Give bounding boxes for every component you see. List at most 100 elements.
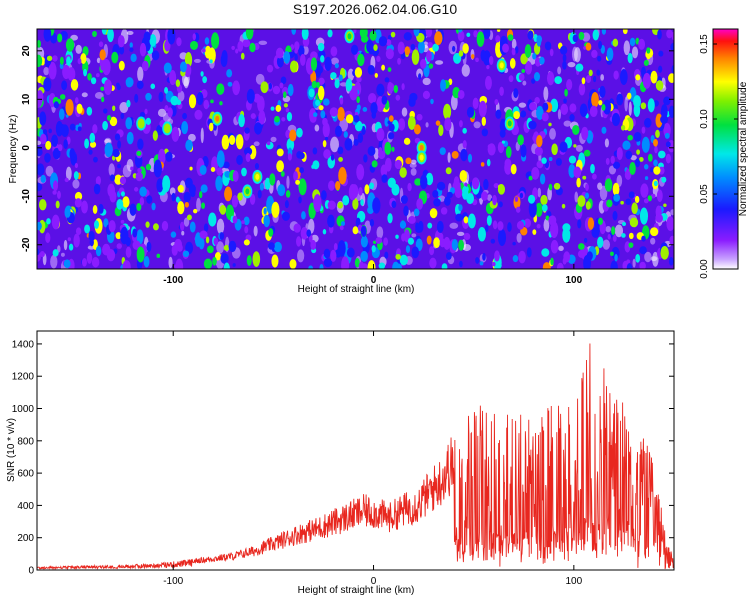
heatmap-cell xyxy=(308,265,314,269)
heatmap-cell xyxy=(125,77,134,88)
heatmap-cell xyxy=(600,45,605,54)
heatmap-cell xyxy=(253,93,261,103)
heatmap-cell xyxy=(317,42,325,52)
heatmap-cell xyxy=(313,194,322,212)
heatmap-cell xyxy=(542,102,549,112)
heatmap-cell xyxy=(43,67,50,76)
heatmap-cell xyxy=(622,222,627,226)
heatmap-cell xyxy=(597,55,602,62)
heatmap-cell xyxy=(408,215,416,224)
heatmap-cell xyxy=(463,232,471,241)
heatmap-cell xyxy=(441,263,448,269)
heatmap-cell xyxy=(556,262,564,269)
heatmap-y-label: Frequency (Hz) xyxy=(8,115,19,184)
heatmap-cell xyxy=(483,178,489,190)
heatmap-cell xyxy=(455,213,463,222)
heatmap-cell xyxy=(55,200,60,209)
heatmap-cell xyxy=(350,44,359,55)
heatmap-cell xyxy=(369,182,375,190)
heatmap-cell xyxy=(394,159,402,170)
heatmap-cell xyxy=(598,217,603,225)
heatmap-cell xyxy=(354,67,363,78)
heatmap-cell xyxy=(323,98,330,106)
heatmap-cell xyxy=(512,255,519,263)
heatmap-cell xyxy=(483,29,491,39)
heatmap-cell xyxy=(129,203,137,216)
heatmap-cell xyxy=(116,84,121,91)
heatmap-cell xyxy=(299,167,304,174)
heatmap-cell xyxy=(663,203,667,208)
heatmap-cell xyxy=(145,163,152,171)
heatmap-cell xyxy=(505,146,512,159)
heatmap-cell xyxy=(388,123,395,132)
heatmap-cell xyxy=(605,157,610,165)
heatmap-cell xyxy=(52,249,59,257)
heatmap-cell xyxy=(409,92,418,102)
heatmap-cell xyxy=(310,51,318,61)
heatmap-cell xyxy=(74,163,79,169)
heatmap-cell xyxy=(219,204,227,215)
heatmap-cell xyxy=(210,99,214,104)
heatmap-cell xyxy=(384,251,389,259)
heatmap-cell xyxy=(322,140,327,148)
heatmap-cell xyxy=(268,228,274,237)
heatmap-cell xyxy=(139,42,147,57)
heatmap-cell xyxy=(626,259,631,264)
heatmap-cell xyxy=(445,167,452,175)
heatmap-cell xyxy=(103,108,108,114)
heatmap-cell xyxy=(91,257,100,268)
heatmap-cell xyxy=(125,117,133,130)
heatmap-cell xyxy=(613,70,619,80)
heatmap-cell xyxy=(529,102,537,111)
heatmap-cell xyxy=(153,159,162,178)
heatmap-cell xyxy=(126,30,134,36)
heatmap-cell xyxy=(317,85,325,101)
heatmap-cell xyxy=(387,177,396,188)
heatmap-cell xyxy=(199,191,203,199)
heatmap-cell xyxy=(458,239,464,251)
heatmap-cell xyxy=(387,34,392,41)
heatmap-cell xyxy=(330,46,338,57)
heatmap-cell xyxy=(102,120,108,131)
heatmap-cell xyxy=(274,115,280,123)
heatmap-cell xyxy=(532,52,537,60)
heatmap-cell xyxy=(132,240,141,250)
heatmap-cell xyxy=(413,29,420,37)
heatmap-cell xyxy=(497,228,507,246)
heatmap-cell xyxy=(376,127,385,142)
heatmap-cell xyxy=(598,40,602,50)
heatmap-cell xyxy=(184,52,193,68)
heatmap-cell xyxy=(337,201,343,209)
heatmap-cell xyxy=(211,32,220,49)
heatmap-cell xyxy=(367,146,376,156)
heatmap-cell xyxy=(612,161,621,169)
heatmap-cell xyxy=(514,196,519,202)
heatmap-cell xyxy=(477,227,486,242)
heatmap-cell xyxy=(656,189,663,203)
heatmap-cell xyxy=(254,122,263,135)
heatmap-cell xyxy=(45,140,52,150)
heatmap-cell xyxy=(214,251,221,261)
heatmap-cell xyxy=(612,38,619,47)
heatmap-cell xyxy=(561,203,566,209)
heatmap-cell xyxy=(275,47,284,59)
heatmap-cell xyxy=(407,116,416,130)
heatmap-cell xyxy=(266,141,271,146)
heatmap-cell xyxy=(627,134,633,141)
heatmap-cell xyxy=(120,226,129,245)
heatmap-cell xyxy=(220,253,229,264)
heatmap-cell xyxy=(481,191,488,201)
heatmap-cell xyxy=(117,140,122,149)
heatmap-cell xyxy=(88,230,95,242)
heatmap-cell xyxy=(574,47,581,63)
heatmap-cell xyxy=(536,37,542,47)
heatmap-cell xyxy=(655,80,664,91)
heatmap-cell xyxy=(646,52,651,60)
heatmap-cell xyxy=(562,227,571,243)
heatmap-cell xyxy=(668,105,674,119)
heatmap-cell xyxy=(532,229,537,235)
heatmap-cell xyxy=(650,70,658,84)
heatmap-cell xyxy=(540,194,548,206)
heatmap-cell xyxy=(497,141,505,154)
heatmap-cell xyxy=(37,140,42,146)
